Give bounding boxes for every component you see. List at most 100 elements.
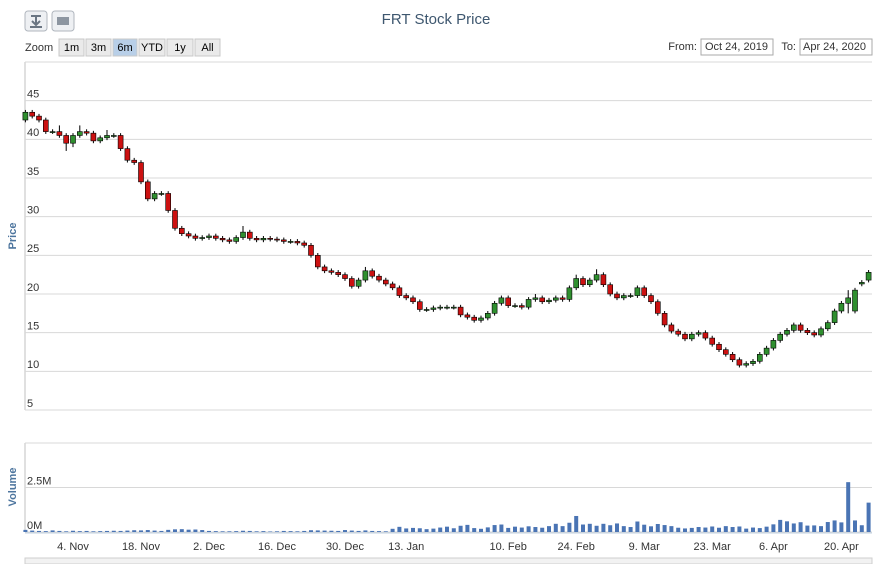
volume-bar: [336, 530, 341, 532]
volume-bar: [608, 525, 613, 532]
candle-body: [294, 241, 301, 244]
x-tick-label: 30. Dec: [326, 541, 364, 553]
candle-body: [858, 282, 865, 285]
candle-body: [260, 238, 267, 241]
volume-bar: [540, 527, 545, 532]
volume-bar: [193, 529, 198, 532]
candle-body: [539, 297, 546, 303]
to-input[interactable]: [799, 38, 873, 56]
candle-body: [369, 270, 376, 277]
volume-bar: [431, 528, 436, 532]
volume-bar: [302, 530, 307, 532]
volume-bar: [859, 525, 864, 532]
volume-bar: [37, 530, 41, 532]
range-button-label[interactable]: 6m: [117, 42, 132, 54]
y-tick-label: 15: [27, 321, 39, 333]
candle-body: [314, 255, 321, 268]
candle-body: [478, 317, 484, 321]
candle-body: [219, 238, 226, 241]
y-tick-label: 35: [27, 166, 39, 178]
volume-bar: [295, 531, 300, 532]
candle-body: [396, 287, 403, 296]
volume-bar: [118, 530, 123, 532]
volume-bar: [465, 524, 470, 532]
volume-bar: [717, 527, 721, 532]
to-value[interactable]: Apr 24, 2020: [803, 41, 866, 53]
candle-body: [111, 135, 117, 137]
from-value[interactable]: Oct 24, 2019: [705, 41, 768, 53]
y-tick-label: 5: [27, 398, 33, 410]
range-button[interactable]: [166, 38, 194, 57]
volume-bar: [635, 521, 640, 532]
candle-body: [491, 302, 498, 314]
volume-bar: [791, 523, 796, 532]
volume-bar: [764, 526, 769, 532]
volume-bar: [315, 530, 320, 532]
volume-bar: [179, 529, 184, 532]
range-button-label[interactable]: All: [201, 42, 213, 54]
x-tick-label: 16. Dec: [258, 541, 296, 553]
candle-body: [70, 135, 76, 144]
volume-bar: [288, 531, 293, 532]
volume-bar: [649, 526, 653, 532]
candle-body: [328, 270, 335, 273]
volume-bar: [105, 530, 109, 532]
candle-body: [158, 193, 165, 195]
volume-bar: [166, 529, 171, 532]
volume-bar: [669, 526, 674, 532]
candle-body: [770, 340, 777, 349]
candle-body: [484, 313, 491, 319]
range-button[interactable]: [112, 38, 138, 57]
from-input[interactable]: [700, 38, 774, 56]
candle-body: [172, 210, 178, 229]
y-tick-label: 40: [27, 127, 39, 139]
candle-body: [688, 333, 695, 340]
volume-bar: [207, 530, 211, 532]
range-button-label[interactable]: 1y: [174, 42, 186, 54]
candle-body: [818, 328, 824, 336]
volume-bar: [730, 527, 735, 532]
x-tick-label: 20. Apr: [824, 541, 859, 553]
volume-bar: [785, 521, 789, 532]
candle-body: [301, 242, 308, 246]
volume-bar: [363, 530, 368, 532]
candle-body: [206, 235, 212, 238]
range-button-label[interactable]: 1m: [64, 42, 79, 54]
candle-body: [355, 279, 362, 287]
x-tick-label: 4. Nov: [57, 541, 89, 553]
volume-bar: [200, 530, 205, 532]
volume-bar: [186, 529, 191, 532]
volume-bar: [642, 524, 647, 532]
candle-body: [559, 297, 566, 300]
price-axis-title: Price: [7, 223, 19, 250]
range-button-label[interactable]: YTD: [141, 42, 163, 54]
range-button[interactable]: [194, 38, 221, 57]
range-button-label[interactable]: 3m: [91, 42, 106, 54]
range-button[interactable]: [138, 38, 166, 57]
volume-bar: [370, 530, 375, 532]
candle-body: [552, 297, 559, 301]
candle-body: [634, 287, 641, 296]
candle-body: [736, 359, 743, 366]
range-button[interactable]: [58, 38, 85, 57]
volume-bar: [98, 531, 103, 532]
volume-bar: [519, 527, 524, 532]
volume-bar: [744, 528, 749, 532]
volume-bar: [751, 527, 755, 532]
candle-body: [498, 297, 505, 304]
volume-bar: [689, 527, 694, 532]
x-tick-label: 23. Mar: [694, 541, 732, 553]
volume-bar: [703, 527, 708, 532]
candle-body: [267, 238, 274, 240]
candle-body: [247, 231, 253, 239]
candle-body: [824, 322, 831, 330]
candle-body: [627, 295, 634, 297]
x-tick-label: 13. Jan: [388, 541, 424, 553]
volume-bar: [254, 531, 259, 532]
range-button[interactable]: [85, 38, 112, 57]
candle-body: [287, 241, 294, 243]
candle-body: [811, 332, 818, 336]
candle-body: [403, 295, 410, 299]
candle-body: [416, 301, 423, 310]
